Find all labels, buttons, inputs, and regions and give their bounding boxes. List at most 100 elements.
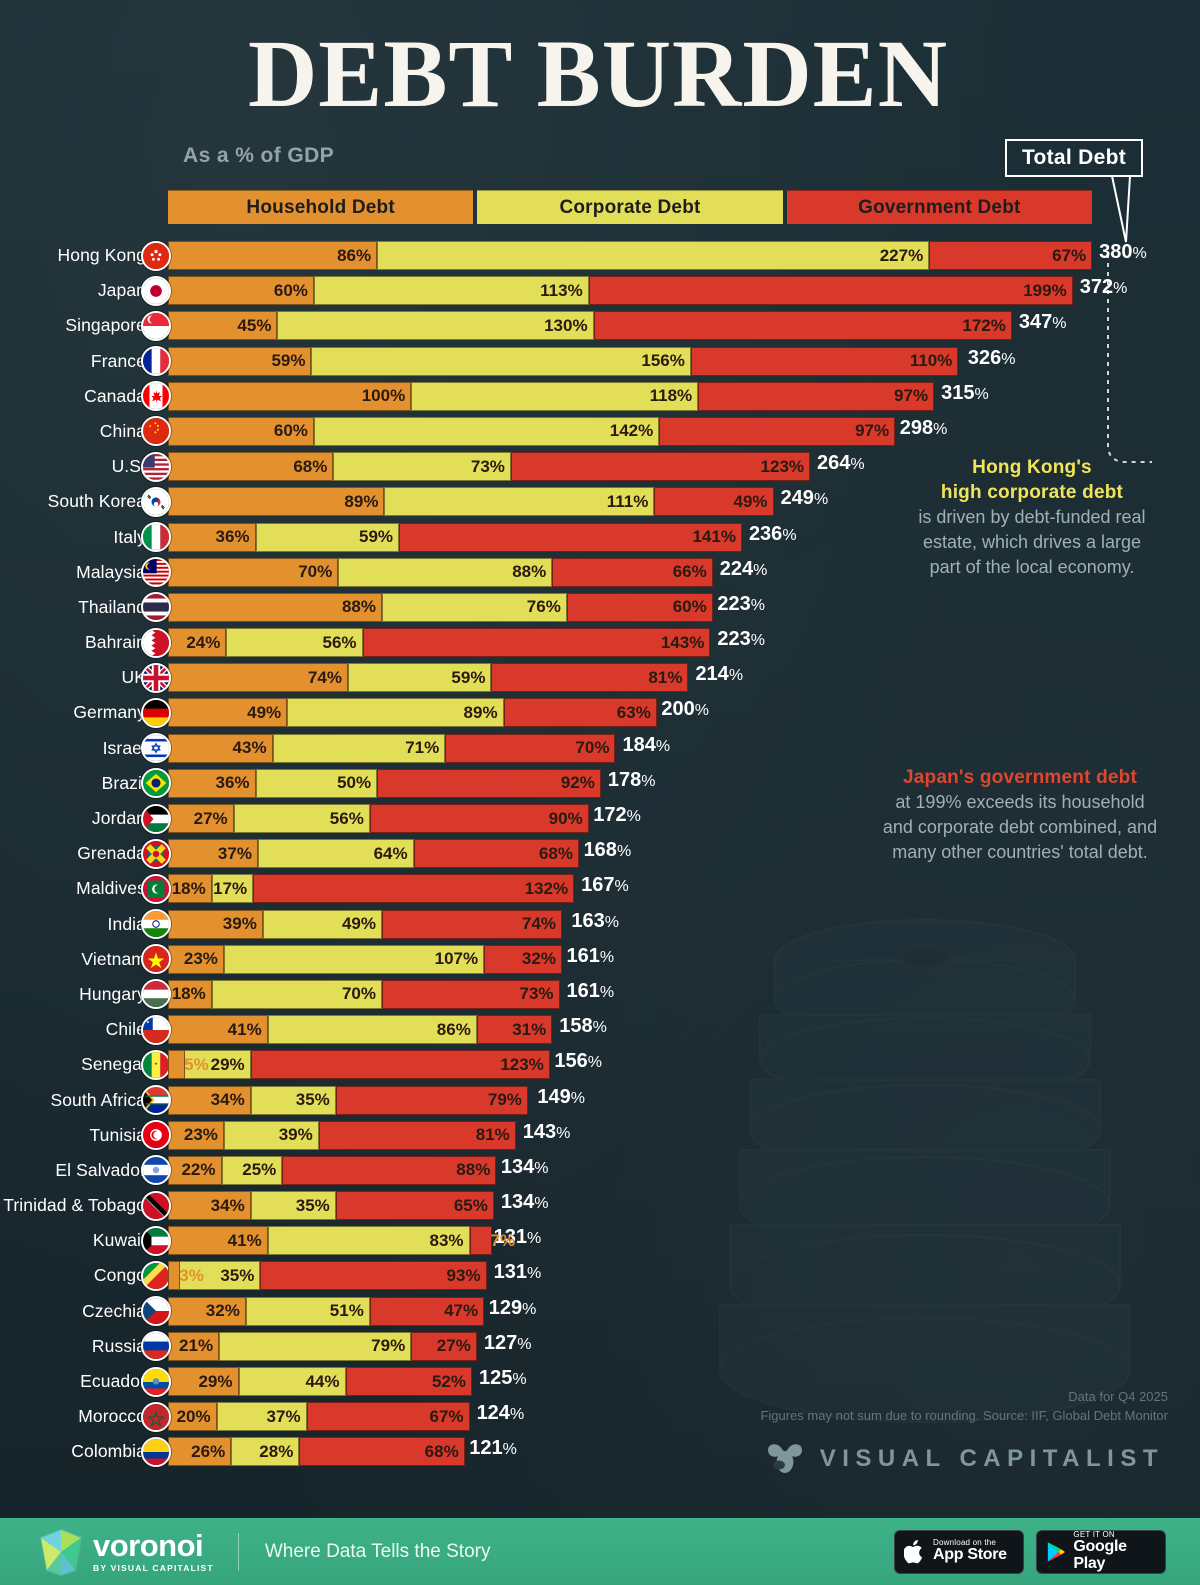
chart-row: China 60% 142% 97% 298% xyxy=(0,414,1200,449)
total-debt-value: 121% xyxy=(462,1434,517,1463)
stacked-bar: 43% 71% 70% xyxy=(168,733,616,763)
country-label: Colombia xyxy=(71,1441,146,1462)
bar-segment-household: 68% xyxy=(168,452,334,482)
bar-segment-value: 28 xyxy=(259,1441,279,1461)
percent-sign: % xyxy=(363,491,379,511)
bar-segment-value: 32 xyxy=(205,1301,225,1321)
country-flag-icon xyxy=(141,416,171,447)
bar-segment-household: 60% xyxy=(168,416,314,446)
percent-sign: % xyxy=(212,808,228,828)
bar-segment-value: 67 xyxy=(1052,245,1072,265)
bar-segment-value: 65 xyxy=(453,1195,473,1215)
source-date: Data for Q4 2025 xyxy=(1068,1389,1168,1404)
bar-segment-value: 56 xyxy=(322,632,342,652)
bar-segment-household: 26% xyxy=(168,1437,232,1467)
bar-segment-value: 70 xyxy=(298,562,318,582)
bar-segment-value: 172 xyxy=(962,315,991,335)
percent-sign: % xyxy=(531,562,547,582)
bar-segment-household: 24% xyxy=(168,628,227,658)
bar-segment-corporate: 50% xyxy=(255,768,378,798)
total-debt-value: 264% xyxy=(810,449,865,478)
voronoi-mark-icon xyxy=(40,1528,82,1576)
percent-sign: % xyxy=(195,1406,211,1426)
country-label: El Salvador xyxy=(55,1159,146,1180)
page-subtitle: As a % of GDP xyxy=(183,144,335,167)
bar-segment-corporate: 89% xyxy=(287,698,504,728)
voronoi-logo[interactable]: voronoi BY VISUAL CAPITALIST xyxy=(38,1527,214,1577)
bar-segment-value: 107 xyxy=(434,949,464,969)
bar-segment-government: 97% xyxy=(659,416,896,446)
total-percent-sign: % xyxy=(1001,350,1016,368)
annotation-hong-kong-body-2: estate, which drives a large xyxy=(922,532,1142,552)
bar-segment-household: 86% xyxy=(168,241,378,270)
percent-sign: % xyxy=(538,984,554,1004)
percent-sign: % xyxy=(251,738,267,758)
total-value-number: 124 xyxy=(476,1402,510,1425)
chart-row: Canada 100% 118% 97% 315% xyxy=(0,379,1200,414)
bar-segment-value: 7 xyxy=(490,1230,501,1250)
percent-sign: % xyxy=(472,1195,488,1215)
chart-row: France 59% 156% 110% 326% xyxy=(0,344,1200,379)
bar-segment-corporate: 59% xyxy=(255,522,400,552)
bar-segment-value: 27 xyxy=(436,1336,456,1356)
total-debt-value: 161% xyxy=(560,977,615,1006)
percent-sign: % xyxy=(557,843,573,863)
percent-sign: % xyxy=(752,491,768,511)
voronoi-byline: BY VISUAL CAPITALIST xyxy=(93,1563,214,1574)
country-label: Singapore xyxy=(65,315,146,336)
bar-segment-value: 68 xyxy=(538,843,558,863)
percent-sign: % xyxy=(579,773,595,793)
chart-row: Russia 21% 79% 27% 127% xyxy=(0,1329,1200,1364)
bar-segment-value: 52 xyxy=(431,1371,451,1391)
percent-sign: % xyxy=(443,1441,459,1461)
google-play-badge[interactable]: GET IT ON Google Play xyxy=(1036,1529,1166,1574)
bar-segment-value: 74 xyxy=(307,667,327,687)
country-label: Israel xyxy=(102,737,146,758)
bar-segment-government: 68% xyxy=(413,839,579,869)
total-percent-sign: % xyxy=(570,1089,585,1107)
bar-segment-corporate: 73% xyxy=(333,452,511,482)
country-label: Japan xyxy=(97,280,146,301)
app-store-badge[interactable]: Download on the App Store xyxy=(894,1529,1024,1574)
percent-sign: % xyxy=(348,1301,364,1321)
bar-segment-value: 64 xyxy=(373,843,393,863)
bar-segment-value: 89 xyxy=(463,702,483,722)
chart-row: Tunisia 23% 39% 81% 143% xyxy=(0,1118,1200,1153)
annotation-japan-body-3: many other countries' total debt. xyxy=(892,842,1148,862)
total-percent-sign: % xyxy=(753,561,768,579)
total-percent-sign: % xyxy=(599,983,615,1001)
stacked-bar: 60% 142% 97% xyxy=(168,416,896,446)
total-value-number: 149 xyxy=(537,1085,571,1108)
bar-segment-value: 22 xyxy=(181,1160,201,1180)
percent-sign: % xyxy=(667,667,683,687)
country-label: France xyxy=(90,350,146,371)
total-percent-sign: % xyxy=(509,1406,525,1424)
country-flag-icon xyxy=(141,1436,171,1467)
total-value-number: 214 xyxy=(695,663,729,686)
stacked-bar: 34% 35% 79% xyxy=(168,1085,530,1115)
percent-sign: % xyxy=(489,456,505,476)
bar-segment-government: 52% xyxy=(345,1367,472,1396)
total-percent-sign: % xyxy=(782,526,797,544)
percent-sign: % xyxy=(937,351,953,371)
percent-sign: % xyxy=(635,702,651,722)
country-flag-icon xyxy=(141,1120,171,1151)
percent-sign: % xyxy=(528,1054,544,1074)
percent-sign: % xyxy=(594,738,610,758)
percent-sign: % xyxy=(689,632,705,652)
country-flag-icon xyxy=(141,1049,171,1080)
percent-sign: % xyxy=(691,597,707,617)
google-play-small-label: GET IT ON xyxy=(1073,1529,1115,1539)
bar-segment-value: 21 xyxy=(179,1336,198,1356)
bar-segment-corporate: 39% xyxy=(223,1120,319,1150)
bar-segment-government: 32% xyxy=(484,944,562,974)
bar-segment-government: 70% xyxy=(445,733,616,763)
visual-capitalist-logo-icon xyxy=(767,1444,802,1473)
bar-segment-value: 34 xyxy=(210,1195,230,1215)
annotation-japan-headline-1: Japan's government debt xyxy=(902,767,1137,788)
total-percent-sign: % xyxy=(1132,245,1147,262)
country-label: Russia xyxy=(91,1335,146,1356)
percent-sign: % xyxy=(506,1090,522,1109)
visual-capitalist-brand: VISUAL CAPITALIST xyxy=(763,1440,1164,1478)
bar-segment-government: 97% xyxy=(698,381,935,411)
